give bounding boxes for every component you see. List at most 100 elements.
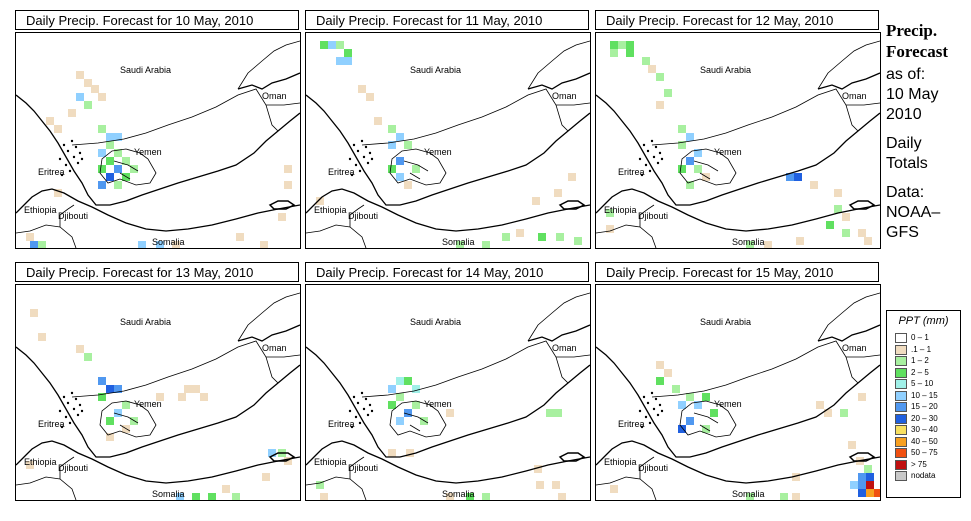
border-line [99, 148, 157, 186]
border-line [527, 40, 590, 90]
island [62, 143, 66, 147]
precip-cell [864, 465, 872, 473]
island [644, 415, 648, 419]
country-label-eritrea: Eritrea [38, 419, 65, 429]
map-frame: Saudi Arabia Oman Yemen Eritrea Ethiopia Djib… [595, 32, 881, 249]
totals-label-2: Totals [886, 155, 928, 172]
country-label-eritrea: Eritrea [618, 167, 645, 177]
heading-forecast: Forecast [886, 42, 948, 61]
precip-cell [686, 417, 694, 425]
coastline [596, 440, 880, 484]
island [646, 149, 650, 153]
island [76, 161, 80, 165]
precip-cell [678, 141, 686, 149]
precip-cell [388, 401, 396, 409]
country-label-eritrea: Eritrea [328, 167, 355, 177]
island [652, 155, 656, 159]
precip-cell [678, 401, 686, 409]
precip-cell [106, 385, 114, 393]
precip-cell [404, 377, 412, 385]
legend-rows: 0 – 1 .1 – 1 1 – 2 2 – 5 5 – 10 10 – 15 15 – 2… [887, 332, 960, 482]
precip-cell [404, 141, 412, 149]
island [650, 391, 654, 395]
precip-cell [686, 133, 694, 141]
country-label-djibouti: Djibouti [348, 211, 378, 221]
legend-swatch [895, 344, 907, 355]
sidebar-info: Precip. Forecast as of: 10 May 2010 Dail… [886, 20, 971, 243]
precip-cell [610, 485, 618, 493]
precip-cell [316, 481, 324, 489]
precip-cell [482, 241, 490, 248]
island [366, 161, 370, 165]
country-label-saudi: Saudi Arabia [700, 65, 751, 75]
precip-cell [656, 377, 664, 385]
island [368, 403, 372, 407]
border-line [71, 340, 279, 398]
precip-cell [396, 377, 404, 385]
border-line [817, 40, 880, 90]
island [68, 169, 72, 173]
border-line [113, 412, 139, 432]
legend-swatch [895, 367, 907, 378]
precip-map: Saudi Arabia Oman Yemen Eritrea EthiopiaDjib… [306, 292, 590, 500]
as-of-year: 2010 [886, 106, 922, 123]
precip-cell [482, 493, 490, 500]
coastline [596, 346, 880, 458]
precip-cell [138, 241, 146, 248]
precip-map: Saudi Arabia Oman Yemen Eritrea EthiopiaDjib… [306, 40, 590, 248]
precip-cell [866, 473, 874, 481]
precip-cell [344, 49, 352, 57]
precip-cell [792, 473, 800, 481]
precip-cell [374, 117, 382, 125]
island [642, 143, 646, 147]
island [362, 155, 366, 159]
border-line [403, 412, 429, 432]
border-line [639, 456, 655, 479]
country-label-oman: Oman [262, 91, 287, 101]
precip-cell [694, 149, 702, 157]
island [352, 143, 356, 147]
forecast-panel-4: Daily Precip. Forecast for 13 May, 2010 … [15, 262, 301, 501]
island [58, 409, 62, 413]
legend-item: 2 – 5 [887, 367, 960, 379]
coastline [237, 72, 300, 90]
precip-cell [284, 165, 292, 173]
precip-cell [260, 241, 268, 248]
island [638, 409, 642, 413]
precip-cell [554, 409, 562, 417]
island [80, 157, 84, 161]
border-line [556, 102, 590, 106]
border-line [237, 40, 300, 90]
precip-cell [746, 493, 754, 500]
legend-swatch [895, 471, 907, 481]
island [650, 139, 654, 143]
island [74, 397, 78, 401]
legend-item: nodata [887, 470, 960, 482]
legend-swatch [895, 379, 907, 389]
as-of-label: as of: [886, 66, 926, 83]
forecast-panel-2: Daily Precip. Forecast for 11 May, 2010 … [305, 10, 591, 249]
island [366, 413, 370, 417]
country-label-eritrea: Eritrea [328, 419, 355, 429]
precip-cell [446, 493, 454, 500]
precip-cell [46, 117, 54, 125]
country-label-djibouti: Djibouti [638, 211, 668, 221]
precip-cell [388, 385, 396, 393]
legend-label: 0 – 1 [911, 333, 929, 342]
country-label-saudi: Saudi Arabia [120, 65, 171, 75]
island [660, 409, 664, 413]
country-label-somalia: Somalia [442, 489, 475, 499]
precip-cell [848, 441, 856, 449]
coastline [306, 94, 590, 206]
legend-label: 15 – 20 [911, 402, 938, 411]
panel-title: Daily Precip. Forecast for 10 May, 2010 [15, 10, 299, 30]
panel-title: Daily Precip. Forecast for 11 May, 2010 [305, 10, 589, 30]
precip-cell [816, 401, 824, 409]
border-line [679, 148, 737, 186]
island [352, 395, 356, 399]
border-line [693, 412, 719, 432]
country-label-yemen: Yemen [424, 147, 452, 157]
precip-cell [412, 401, 420, 409]
legend-swatch [895, 356, 907, 366]
precip-cell [396, 417, 404, 425]
